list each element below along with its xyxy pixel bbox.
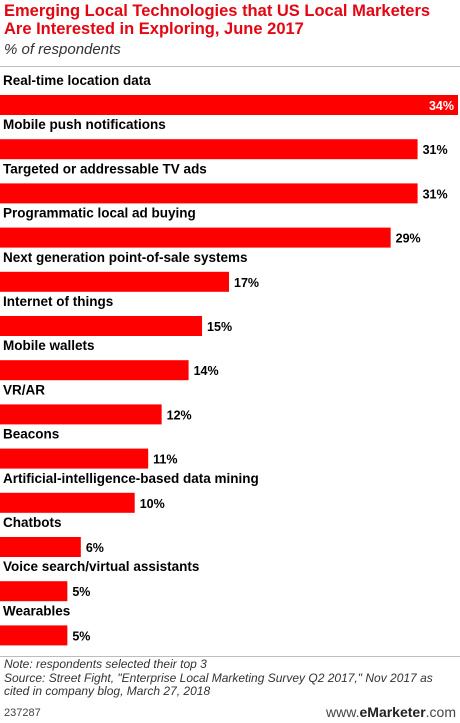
bar	[0, 316, 203, 336]
category-label: Programmatic local ad buying	[3, 206, 196, 221]
bottom-divider	[0, 656, 460, 657]
bar-chart: Real-time location data 34% Mobile push no…	[0, 73, 458, 646]
bar	[0, 183, 418, 204]
bar	[0, 537, 81, 557]
logo-suffix: .com	[425, 704, 456, 720]
chart-title: Emerging Local Technologies that US Loca…	[4, 2, 431, 38]
bar	[0, 448, 149, 469]
logo-prefix: www.	[326, 704, 360, 720]
value-label: 15%	[207, 320, 232, 334]
value-label: 11%	[153, 453, 177, 467]
category-label: Next generation point-of-sale systems	[3, 250, 248, 265]
bar	[0, 581, 68, 602]
category-label: Mobile push notifications	[3, 117, 166, 132]
value-label: 31%	[423, 143, 448, 157]
top-divider	[0, 66, 460, 67]
value-label: 29%	[396, 232, 421, 246]
category-label: Internet of things	[3, 294, 113, 309]
bar	[0, 404, 162, 425]
value-label: 5%	[72, 585, 90, 599]
bar	[0, 625, 68, 646]
note-text: Note: respondents selected their top 3	[4, 657, 207, 671]
bar	[0, 227, 391, 248]
logo-brand: eMarketer	[359, 704, 426, 720]
category-label: Chatbots	[3, 515, 62, 530]
category-label: Real-time location data	[3, 73, 151, 88]
category-label: Targeted or addressable TV ads	[3, 161, 207, 176]
value-label: 10%	[140, 497, 165, 511]
category-label: VR/AR	[3, 382, 45, 397]
bar	[0, 95, 458, 115]
value-label: 17%	[234, 276, 259, 290]
source-text: Source: Street Fight, "Enterprise Local …	[4, 670, 433, 698]
category-label: Voice search/virtual assistants	[3, 559, 199, 574]
chart-subtitle: % of respondents	[4, 41, 121, 58]
emarketer-logo[interactable]: www.eMarketer.com	[326, 704, 456, 720]
chart-id: 237287	[4, 707, 41, 719]
bar	[0, 360, 189, 381]
bar	[0, 271, 229, 292]
category-label: Wearables	[3, 603, 70, 618]
bar	[0, 139, 418, 160]
bar	[0, 492, 135, 513]
value-label: 12%	[167, 408, 192, 422]
category-label: Mobile wallets	[3, 338, 95, 353]
category-label: Beacons	[3, 427, 59, 442]
chart-notes: Note: respondents selected their top 3 S…	[4, 657, 444, 699]
value-label: 31%	[423, 187, 448, 201]
value-label: 6%	[86, 541, 104, 555]
category-label: Artificial-intelligence-based data minin…	[3, 471, 259, 486]
value-label: 5%	[72, 629, 90, 643]
value-label: 14%	[194, 364, 219, 378]
value-label: 34%	[429, 99, 454, 113]
